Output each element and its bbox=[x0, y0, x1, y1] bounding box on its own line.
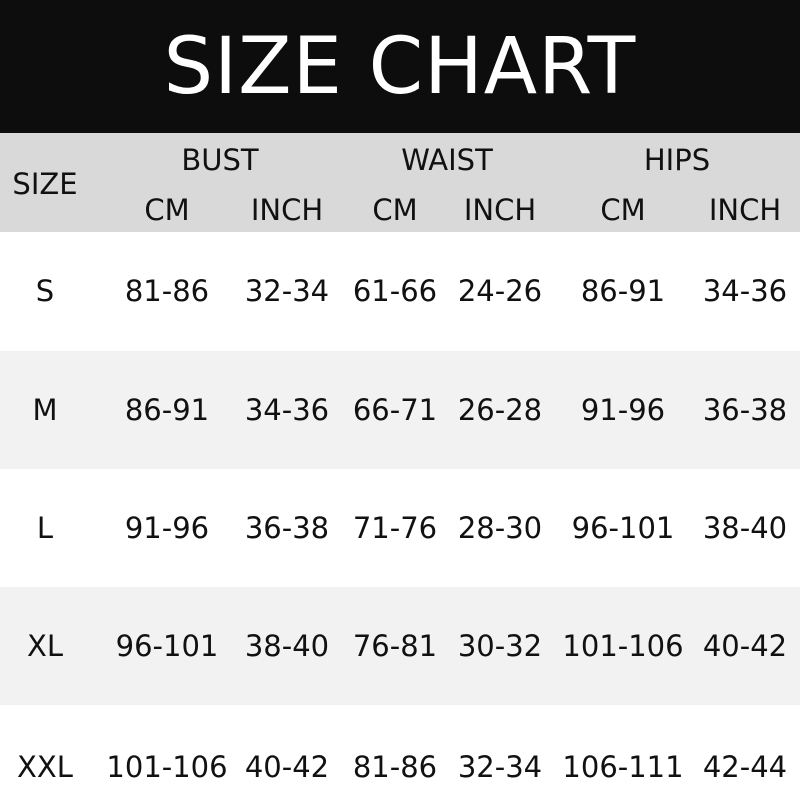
measurement-cell: 32-34 bbox=[244, 274, 330, 308]
measurement-cell: 40-42 bbox=[702, 629, 788, 663]
measurement-cell: 40-42 bbox=[244, 750, 330, 784]
measurement-cell: 91-96 bbox=[124, 511, 210, 545]
measurement-cell: 38-40 bbox=[702, 511, 788, 545]
measurement-cell: 28-30 bbox=[457, 511, 543, 545]
measurement-cell: 86-91 bbox=[580, 274, 666, 308]
page-title: SIZE CHART bbox=[163, 21, 637, 112]
measurement-cell: 81-86 bbox=[124, 274, 210, 308]
measurement-cell: 66-71 bbox=[352, 393, 438, 427]
measurement-cell: 24-26 bbox=[457, 274, 543, 308]
measurement-cell: 30-32 bbox=[457, 629, 543, 663]
measurement-cell: 101-106 bbox=[562, 629, 684, 663]
size-label: M bbox=[32, 393, 58, 427]
title-bar: SIZE CHART bbox=[0, 0, 800, 133]
measurement-cell: 36-38 bbox=[702, 393, 788, 427]
table-row: XXL 101-106 40-42 81-86 32-34 106-111 42-44 bbox=[0, 705, 800, 800]
measurement-cell: 71-76 bbox=[352, 511, 438, 545]
size-label: L bbox=[36, 511, 54, 545]
measurement-cell: 96-101 bbox=[571, 511, 675, 545]
header-unit: INCH bbox=[250, 193, 324, 227]
measurement-cell: 38-40 bbox=[244, 629, 330, 663]
header-unit: CM bbox=[372, 193, 418, 227]
header-bust: BUST bbox=[181, 143, 259, 177]
measurement-cell: 81-86 bbox=[352, 750, 438, 784]
header-unit: INCH bbox=[708, 193, 782, 227]
measurement-cell: 34-36 bbox=[244, 393, 330, 427]
header-waist: WAIST bbox=[401, 143, 493, 177]
table-row: M 86-91 34-36 66-71 26-28 91-96 36-38 bbox=[0, 351, 800, 469]
header-unit: CM bbox=[144, 193, 190, 227]
size-label: XXL bbox=[17, 750, 73, 784]
measurement-cell: 86-91 bbox=[124, 393, 210, 427]
measurement-cell: 91-96 bbox=[580, 393, 666, 427]
table-row: S 81-86 32-34 61-66 24-26 86-91 34-36 bbox=[0, 232, 800, 351]
header-unit: INCH bbox=[463, 193, 537, 227]
measurement-cell: 34-36 bbox=[702, 274, 788, 308]
measurement-cell: 36-38 bbox=[244, 511, 330, 545]
table-row: L 91-96 36-38 71-76 28-30 96-101 38-40 bbox=[0, 469, 800, 587]
table-row: XL 96-101 38-40 76-81 30-32 101-106 40-42 bbox=[0, 587, 800, 705]
measurement-cell: 96-101 bbox=[115, 629, 219, 663]
size-label: S bbox=[35, 274, 55, 308]
measurement-cell: 32-34 bbox=[457, 750, 543, 784]
header-hips: HIPS bbox=[643, 143, 711, 177]
measurement-cell: 42-44 bbox=[702, 750, 788, 784]
table-header: SIZE BUST WAIST HIPS CM INCH CM INCH CM … bbox=[0, 133, 800, 232]
measurement-cell: 76-81 bbox=[352, 629, 438, 663]
measurement-cell: 26-28 bbox=[457, 393, 543, 427]
measurement-cell: 61-66 bbox=[352, 274, 438, 308]
header-unit: CM bbox=[600, 193, 646, 227]
size-label: XL bbox=[26, 629, 64, 663]
measurement-cell: 101-106 bbox=[106, 750, 228, 784]
header-size: SIZE bbox=[12, 167, 78, 201]
measurement-cell: 106-111 bbox=[562, 750, 684, 784]
